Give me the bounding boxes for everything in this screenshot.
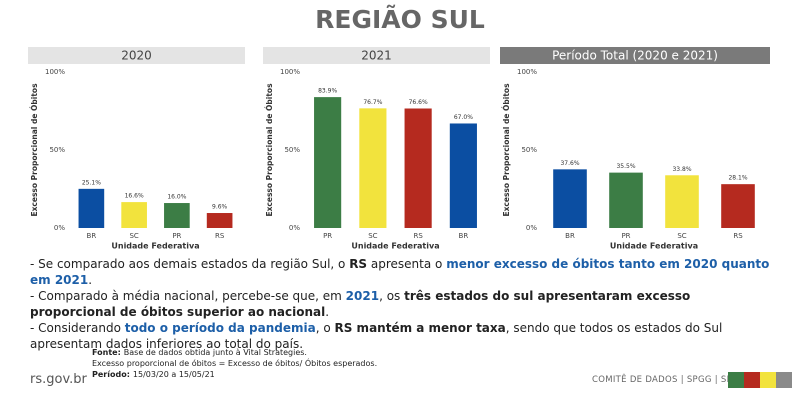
note-text: três estados do sul apresentaram excesso… — [30, 289, 691, 319]
site: rs.gov.br — [30, 372, 87, 387]
source-line: Fonte: Base de dados obtida junto à Vital… — [92, 347, 377, 358]
x-tick-label: RS — [215, 232, 225, 240]
notes: - Se comparado aos demais estados da reg… — [30, 256, 775, 352]
note-text: RS — [349, 257, 368, 271]
x-tick-label: BR — [565, 232, 575, 240]
y-tick-label: 50% — [521, 146, 537, 154]
y-tick-label: 0% — [289, 224, 300, 232]
y-axis-label: Excesso Proporcional de Óbitos — [30, 83, 39, 217]
value-label: 76.7% — [363, 99, 382, 106]
note: - Comparado à média nacional, percebe-se… — [30, 288, 775, 320]
x-tick-label: SC — [677, 232, 686, 240]
x-tick-label: PR — [172, 232, 181, 240]
bar — [78, 188, 105, 228]
y-tick-label: 50% — [49, 146, 65, 154]
logo-square — [760, 372, 776, 388]
source-label: Fonte: — [92, 348, 121, 357]
y-tick-label: 0% — [54, 224, 65, 232]
value-label: 16.6% — [125, 193, 144, 200]
logo-square — [728, 372, 744, 388]
panel-header — [500, 47, 770, 64]
y-axis-label: Excesso Proporcional de Óbitos — [502, 83, 511, 217]
chart-title: 2020 — [121, 49, 152, 63]
value-label: 35.5% — [616, 163, 635, 170]
x-tick-label: BR — [87, 232, 97, 240]
x-tick-label: PR — [323, 232, 332, 240]
value-label: 76.6% — [409, 99, 428, 106]
y-tick-label: 100% — [517, 68, 537, 76]
value-label: 25.1% — [82, 179, 101, 186]
chart-title: Período Total (2020 e 2021) — [552, 49, 718, 63]
value-label: 37.6% — [560, 160, 579, 167]
source-text: Base de dados obtida junto à Vital Strat… — [123, 348, 307, 357]
x-tick-label: RS — [733, 232, 743, 240]
source: Fonte: Base de dados obtida junto à Vital… — [92, 347, 377, 380]
source-text: 15/03/20 a 15/05/21 — [132, 370, 215, 379]
note-text: - Comparado à média nacional, percebe-se… — [30, 289, 346, 303]
value-label: 33.8% — [672, 166, 691, 173]
logo-square — [744, 372, 760, 388]
value-label: 83.9% — [318, 88, 337, 95]
source-line: Excesso proporcional de óbitos = Excesso… — [92, 358, 377, 369]
x-tick-label: SC — [368, 232, 377, 240]
x-tick-label: PR — [621, 232, 630, 240]
logo-square — [776, 372, 792, 388]
bar — [553, 169, 587, 228]
bar — [609, 172, 643, 228]
note-text: 2021 — [345, 289, 380, 303]
value-label: 67.0% — [454, 114, 473, 121]
bar — [164, 203, 190, 228]
footer: COMITÊ DE DADOS | SPGG | SES — [592, 375, 738, 385]
y-tick-label: 0% — [526, 224, 537, 232]
x-tick-label: RS — [413, 232, 423, 240]
note-text: - Se comparado aos demais estados da reg… — [30, 257, 350, 271]
y-tick-label: 100% — [280, 68, 300, 76]
page-title: REGIÃO SUL — [315, 5, 485, 34]
note-text: menor excesso de óbitos tanto em 2020 qu… — [30, 257, 770, 287]
bar — [449, 123, 477, 228]
bar — [404, 108, 432, 228]
note-text: , sendo que todos os estados do Sul apre… — [30, 321, 723, 351]
x-axis-label: Unidade Federativa — [351, 242, 439, 251]
note-text: todo o período da pandemia — [124, 321, 316, 335]
note-text: . — [325, 305, 330, 319]
bar — [314, 97, 342, 228]
source-text: Excesso proporcional de óbitos = Excesso… — [92, 359, 378, 368]
note: - Considerando todo o período da pandemi… — [30, 320, 775, 352]
x-tick-label: SC — [129, 232, 138, 240]
note-text: , os — [379, 289, 405, 303]
note-text: - Considerando — [30, 321, 125, 335]
note-text: , o — [315, 321, 335, 335]
charts: REGIÃO SUL 2020 0% 50% 100% Excesso Proporci… — [28, 5, 770, 251]
bar — [721, 184, 755, 228]
bar — [206, 213, 233, 228]
value-label: 9.6% — [212, 204, 228, 211]
bar — [665, 175, 699, 228]
bar — [121, 202, 147, 228]
y-axis-label: Excesso Proporcional de Óbitos — [265, 83, 274, 217]
y-tick-label: 100% — [45, 68, 65, 76]
source-label: Período: — [92, 370, 130, 379]
bar — [359, 108, 387, 228]
x-tick-label: BR — [459, 232, 469, 240]
panel-header — [28, 47, 245, 64]
y-tick-label: 50% — [284, 146, 300, 154]
note-text: . — [88, 273, 93, 287]
x-axis-label: Unidade Federativa — [610, 242, 698, 251]
note: - Se comparado aos demais estados da reg… — [30, 256, 775, 288]
x-axis-label: Unidade Federativa — [111, 242, 199, 251]
value-label: 16.0% — [167, 194, 186, 201]
chart-title: 2021 — [361, 49, 392, 63]
value-label: 28.1% — [728, 175, 747, 182]
note-text: apresenta o — [367, 257, 447, 271]
source-line: Período: 15/03/20 a 15/05/21 — [92, 369, 377, 380]
note-text: RS mantém a menor taxa — [334, 321, 506, 335]
panel-header — [263, 47, 490, 64]
